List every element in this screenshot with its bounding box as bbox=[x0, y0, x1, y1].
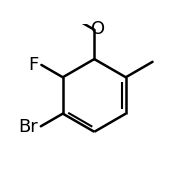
Text: Br: Br bbox=[19, 118, 38, 136]
Text: F: F bbox=[29, 56, 39, 74]
Text: O: O bbox=[91, 20, 105, 38]
